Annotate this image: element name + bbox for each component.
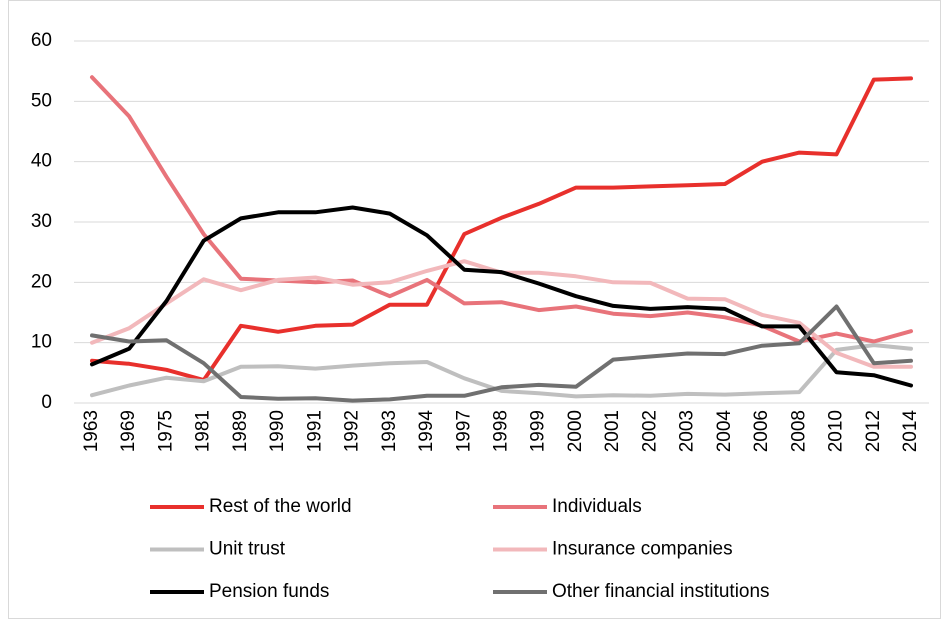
y-tick-label: 50 [31, 90, 52, 111]
x-tick-label: 1969 [118, 410, 139, 452]
series-line [90, 304, 913, 403]
chart-border [8, 0, 941, 619]
x-tick-label: 1994 [416, 410, 437, 453]
series-line [90, 343, 913, 399]
x-tick-label: 1999 [528, 410, 549, 452]
legend-label: Unit trust [209, 539, 286, 560]
x-tick-label: 2010 [826, 410, 847, 452]
x-tick-label: 1998 [491, 410, 512, 452]
x-tick-label: 1993 [379, 410, 400, 452]
series-line [90, 76, 913, 383]
y-tick-label: 40 [31, 151, 52, 172]
x-tick-label: 2002 [639, 410, 660, 452]
x-tick-label: 2008 [788, 410, 809, 452]
y-tick-label: 30 [31, 211, 52, 232]
x-tick-label: 2006 [751, 410, 772, 452]
y-tick-label: 20 [31, 271, 52, 292]
x-tick-label: 2014 [900, 410, 921, 453]
x-tick-label: 1975 [155, 410, 176, 452]
legend-label: Individuals [552, 496, 642, 517]
x-tick-label: 1981 [193, 410, 214, 452]
x-tick-label: 2012 [863, 410, 884, 452]
x-tick-label: 2000 [565, 410, 586, 452]
x-tick-label: 1992 [342, 410, 363, 452]
legend-label: Pension funds [209, 581, 329, 602]
series-line [90, 75, 913, 344]
x-tick-label: 1991 [304, 410, 325, 452]
x-tick-label: 1989 [230, 410, 251, 452]
y-tick-label: 0 [41, 392, 52, 413]
x-tick-label: 1997 [453, 410, 474, 452]
x-tick-label: 1990 [267, 410, 288, 452]
x-tick-label: 1963 [81, 410, 102, 452]
legend-label: Other financial institutions [552, 581, 770, 602]
y-tick-label: 10 [31, 332, 52, 353]
x-tick-label: 2003 [677, 410, 698, 452]
x-tick-label: 2001 [602, 410, 623, 452]
x-tick-label: 2004 [714, 410, 735, 453]
series-line [90, 205, 913, 388]
legend-label: Insurance companies [552, 539, 733, 560]
y-tick-label: 60 [31, 30, 52, 51]
legend-label: Rest of the world [209, 496, 352, 517]
